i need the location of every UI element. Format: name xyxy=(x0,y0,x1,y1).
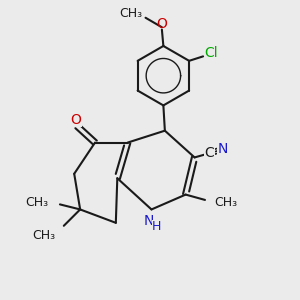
Text: C: C xyxy=(204,146,214,160)
Text: CH₃: CH₃ xyxy=(25,196,48,208)
Text: Cl: Cl xyxy=(204,46,218,59)
Text: O: O xyxy=(157,17,167,31)
Text: CH₃: CH₃ xyxy=(119,7,142,20)
Text: N: N xyxy=(143,214,154,228)
Text: CH₃: CH₃ xyxy=(32,229,55,242)
Text: H: H xyxy=(152,220,161,233)
Text: O: O xyxy=(70,113,81,127)
Text: N: N xyxy=(218,142,228,156)
Text: CH₃: CH₃ xyxy=(214,196,238,208)
